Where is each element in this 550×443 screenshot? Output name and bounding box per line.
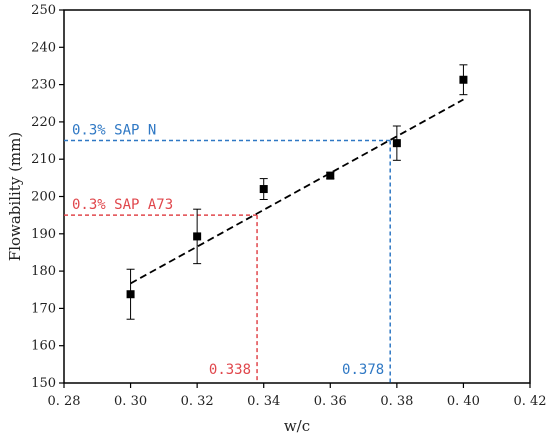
x-tick-label: 0. 42 — [513, 394, 546, 409]
y-tick-label: 190 — [31, 227, 56, 242]
reference-x-label-0: 0.378 — [342, 362, 384, 378]
x-tick-label: 0. 36 — [314, 394, 347, 409]
y-tick-label: 200 — [31, 190, 56, 205]
data-point — [326, 171, 335, 180]
data-points — [126, 64, 468, 320]
x-tick-label: 0. 30 — [114, 394, 147, 409]
y-tick-label: 160 — [31, 339, 56, 354]
y-tick-label: 250 — [31, 3, 56, 18]
y-axis-title: Flowability (mm) — [6, 132, 24, 261]
data-point — [459, 75, 468, 84]
y-tick-label: 210 — [31, 152, 56, 167]
y-tick-label: 220 — [31, 115, 56, 130]
x-tick-label: 0. 38 — [380, 394, 413, 409]
x-tick-label: 0. 28 — [47, 394, 80, 409]
y-tick-label: 230 — [31, 78, 56, 93]
axes: 0. 28 0. 30 0. 32 0. 34 0. 36 0. 38 0. 40 0. 42… — [31, 3, 546, 409]
x-tick-label: 0. 32 — [181, 394, 214, 409]
y-tick-label: 150 — [31, 376, 56, 391]
data-point — [392, 139, 401, 148]
y-tick-label: 240 — [31, 40, 56, 55]
data-point — [126, 290, 135, 299]
y-tick-label: 180 — [31, 264, 56, 279]
reference-label-1: 0.3% SAP A73 — [72, 197, 173, 213]
fit-line — [130, 98, 464, 285]
y-tick-label: 170 — [31, 301, 56, 316]
data-point — [259, 185, 268, 194]
reference-label-0: 0.3% SAP N — [72, 123, 156, 139]
reference-x-label-1: 0.338 — [209, 362, 251, 378]
fit-line-layer — [130, 98, 464, 285]
reference-lines: 0.3% SAP N 0.378 0.3% SAP A73 0.338 — [64, 123, 391, 383]
data-point — [193, 232, 202, 241]
x-tick-label: 0. 34 — [247, 394, 280, 409]
x-tick-label: 0. 40 — [447, 394, 480, 409]
x-axis-title: w/c — [284, 417, 310, 435]
